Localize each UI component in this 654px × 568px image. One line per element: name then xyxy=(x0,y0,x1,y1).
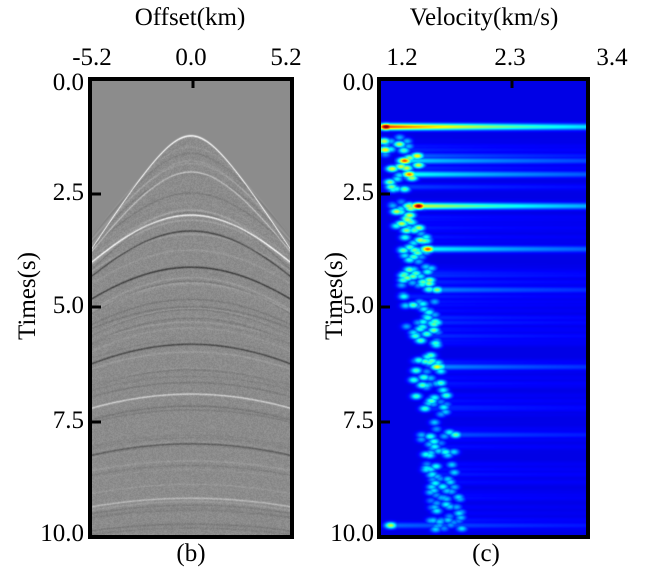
seismic-y-tick-label: 5.0 xyxy=(52,292,84,319)
velocity-x-tick-label: 1.2 xyxy=(386,44,418,71)
velocity-y-tick-label: 5.0 xyxy=(342,292,374,319)
seismic-plot-area xyxy=(88,77,294,539)
seismic-y-tick-mark xyxy=(92,305,101,309)
seismic-x-tick-label: -5.2 xyxy=(72,44,112,71)
velocity-y-tick-mark xyxy=(381,420,390,424)
velocity-x-tick-label: 3.4 xyxy=(596,44,628,71)
velocity-image xyxy=(381,81,586,535)
velocity-y-tick-label: 7.5 xyxy=(342,407,374,434)
seismic-y-tick-label: 2.5 xyxy=(52,179,84,206)
seismic-x-tick-label: 0.0 xyxy=(175,44,207,71)
velocity-y-tick-mark xyxy=(381,305,390,309)
seismic-x-tick-label: 5.2 xyxy=(270,44,302,71)
seismic-y-tick-label: 0.0 xyxy=(52,69,84,96)
seismic-y-tick-mark xyxy=(92,420,101,424)
seismic-caption: (b) xyxy=(176,540,206,567)
velocity-y-axis-label: Times(s) xyxy=(321,252,348,340)
velocity-y-tick-label: 0.0 xyxy=(342,69,374,96)
seismic-y-axis-label: Times(s) xyxy=(14,252,41,340)
seismic-title: Offset(km) xyxy=(134,4,246,31)
velocity-y-tick-label: 10.0 xyxy=(330,520,374,547)
velocity-x-tick-label: 2.3 xyxy=(494,44,526,71)
velocity-y-tick-mark xyxy=(381,192,390,196)
seismic-y-tick-label: 10.0 xyxy=(40,520,84,547)
velocity-plot-area xyxy=(377,77,590,539)
velocity-x-tick-mark xyxy=(510,81,514,88)
seismic-image xyxy=(92,81,290,535)
velocity-title: Velocity(km/s) xyxy=(409,4,559,31)
seismic-y-tick-label: 7.5 xyxy=(52,407,84,434)
velocity-caption: (c) xyxy=(472,540,500,567)
seismic-y-tick-mark xyxy=(92,192,101,196)
seismic-x-tick-mark xyxy=(191,81,195,88)
velocity-y-tick-label: 2.5 xyxy=(342,179,374,206)
